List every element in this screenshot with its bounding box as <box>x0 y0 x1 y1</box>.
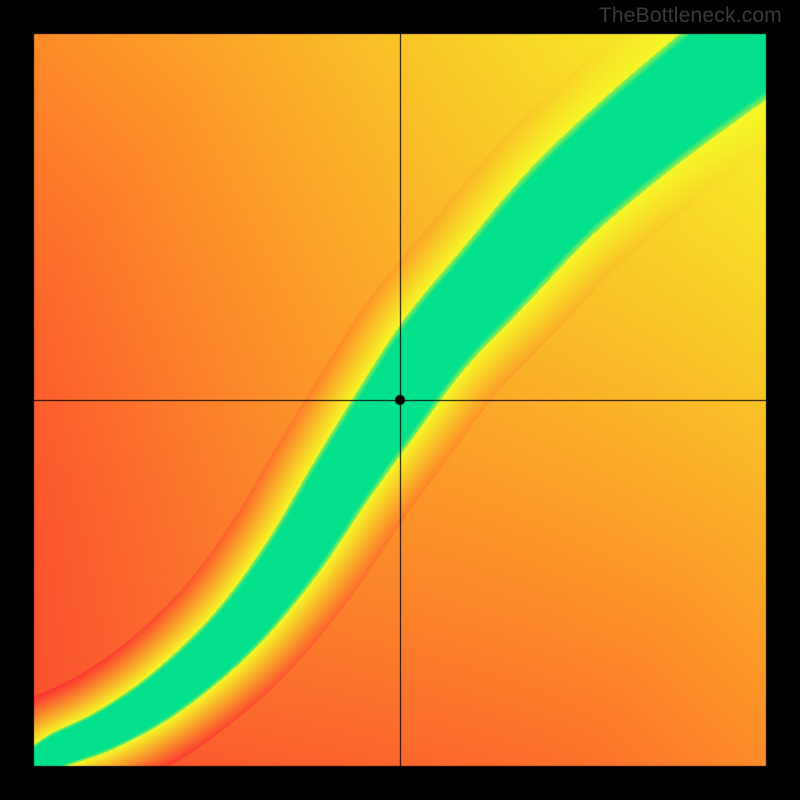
watermark-text: TheBottleneck.com <box>599 4 782 28</box>
bottleneck-heatmap-canvas <box>0 0 800 800</box>
chart-container: TheBottleneck.com <box>0 0 800 800</box>
